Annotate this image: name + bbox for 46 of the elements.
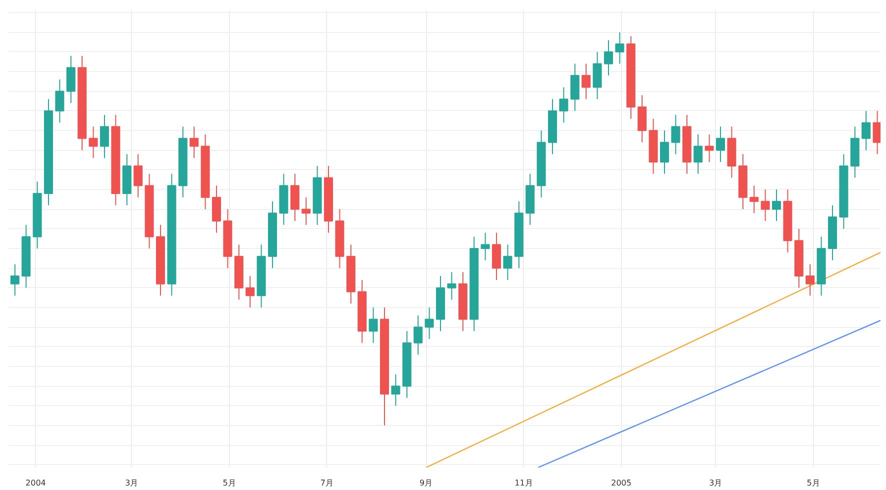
candlestick (592, 51, 602, 100)
candlestick (368, 306, 378, 344)
candlestick (480, 232, 490, 261)
candlestick (772, 189, 781, 222)
candlestick (492, 232, 501, 280)
candlestick (424, 306, 434, 340)
candlestick (414, 314, 423, 356)
candlestick (55, 78, 64, 124)
x-tick-label: 3月 (709, 478, 722, 488)
candlestick (391, 374, 400, 406)
candlestick (246, 276, 255, 308)
candlestick (503, 244, 512, 280)
x-tick-label: 5月 (222, 478, 236, 488)
candlestick (190, 126, 199, 159)
candlestick (704, 134, 714, 163)
candlestick (750, 185, 759, 214)
candlestick (694, 134, 703, 174)
candlestick (212, 185, 221, 234)
candlestick (760, 189, 770, 222)
candlestick (570, 63, 580, 112)
candlestick (66, 55, 76, 104)
candlestick (582, 63, 591, 100)
x-tick-label: 7月 (320, 478, 334, 488)
candlestick (302, 196, 311, 226)
candlestick (559, 86, 568, 124)
candlestick (638, 94, 647, 143)
candlestick (10, 264, 20, 296)
candlestick (872, 110, 880, 155)
x-tick-label: 2004 (26, 478, 46, 488)
candlestick (604, 40, 613, 76)
x-tick-label: 3月 (125, 478, 138, 488)
candlestick (716, 126, 725, 163)
candlestick (447, 272, 456, 300)
candlestick (660, 130, 669, 174)
candlestick (290, 173, 300, 222)
x-tick-label: 11月 (514, 478, 533, 488)
candlestick (134, 154, 143, 198)
candlestick (100, 114, 109, 159)
candlestick (862, 110, 871, 151)
x-tick-label: 2005 (611, 478, 632, 488)
candlestick (671, 114, 680, 155)
candlestick (806, 264, 815, 296)
candlestick (88, 126, 98, 159)
x-tick-label: 9月 (420, 478, 433, 488)
candlestick (615, 32, 624, 64)
x-tick-label: 5月 (806, 478, 820, 488)
